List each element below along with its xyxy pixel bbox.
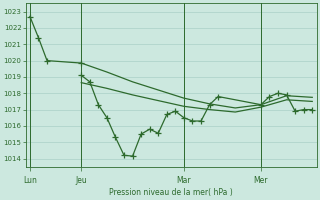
X-axis label: Pression niveau de la mer( hPa ): Pression niveau de la mer( hPa ): [109, 188, 233, 197]
